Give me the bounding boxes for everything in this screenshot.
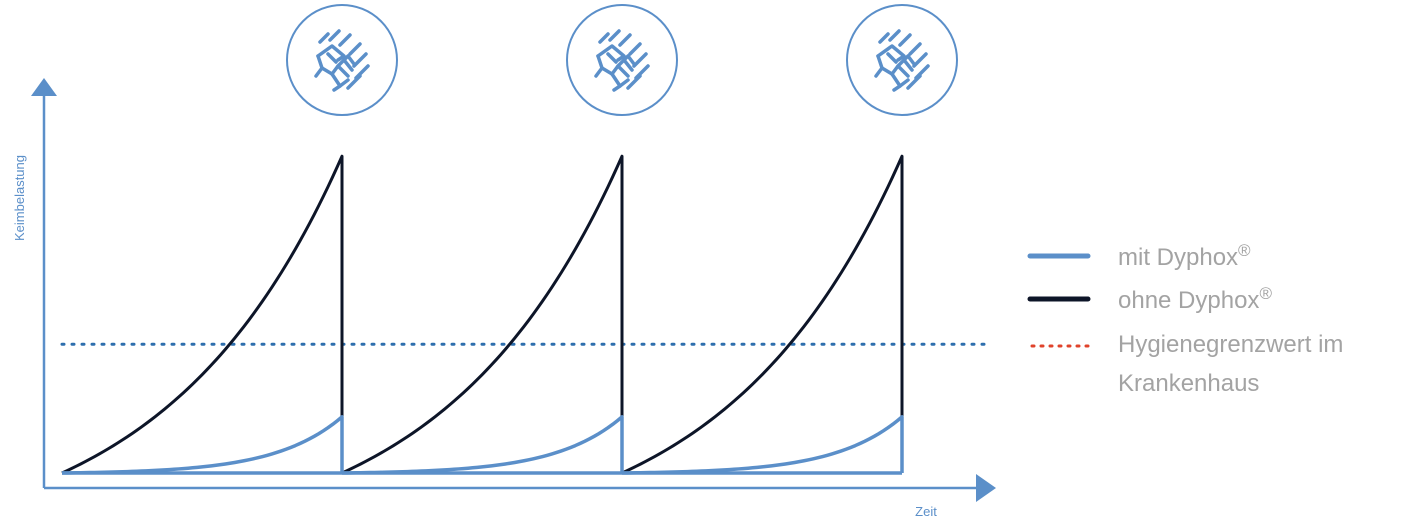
y-axis-arrow bbox=[31, 78, 57, 96]
series-mit-dyphox-cycle-3 bbox=[621, 415, 904, 475]
x-axis-arrow bbox=[976, 474, 996, 502]
series-ohne-dyphox-cycle-1 bbox=[61, 154, 344, 475]
y-axis-label: Keimbelastung bbox=[12, 155, 27, 241]
legend-label-mit-dyphox: mit Dyphox® bbox=[1118, 241, 1251, 271]
series-mit-dyphox-cycle-1 bbox=[61, 415, 344, 475]
annotation-layer bbox=[286, 4, 958, 116]
series-ohne-dyphox-cycle-3 bbox=[621, 154, 904, 475]
series-mit-dyphox-cycle-2 bbox=[341, 415, 624, 475]
legend-label-ohne-dyphox-sup: ® bbox=[1259, 284, 1272, 303]
hand-cleaning-icon-glyph bbox=[314, 29, 370, 92]
hand-cleaning-icon bbox=[846, 4, 958, 116]
hand-cleaning-icon-circle bbox=[846, 4, 958, 116]
hand-cleaning-icon bbox=[566, 4, 678, 116]
legend-label-mit-dyphox-name: mit Dyphox bbox=[1118, 244, 1238, 271]
axes: Keimbelastung Zeit bbox=[12, 78, 996, 519]
series-ohne-dyphox-cycle-2 bbox=[341, 154, 624, 475]
series-layer bbox=[61, 154, 904, 475]
legend-label-ohne-dyphox-name: ohne Dyphox bbox=[1118, 287, 1259, 314]
x-axis-label: Zeit bbox=[915, 504, 937, 519]
hand-cleaning-icon-glyph bbox=[874, 29, 930, 92]
legend-label-mit-dyphox-sup: ® bbox=[1238, 241, 1251, 260]
hand-cleaning-icon-circle bbox=[566, 4, 678, 116]
hand-cleaning-icon-circle bbox=[286, 4, 398, 116]
legend-label-threshold-line-1: Hygienegrenzwert im bbox=[1118, 331, 1343, 358]
legend-label-ohne-dyphox: ohne Dyphox® bbox=[1118, 284, 1272, 314]
legend: mit Dyphox® ohne Dyphox® Hygienegrenzwer… bbox=[1027, 241, 1343, 397]
hand-cleaning-icon bbox=[286, 4, 398, 116]
hand-cleaning-icon-glyph bbox=[594, 29, 650, 92]
legend-label-threshold-line-2: Krankenhaus bbox=[1118, 370, 1259, 397]
